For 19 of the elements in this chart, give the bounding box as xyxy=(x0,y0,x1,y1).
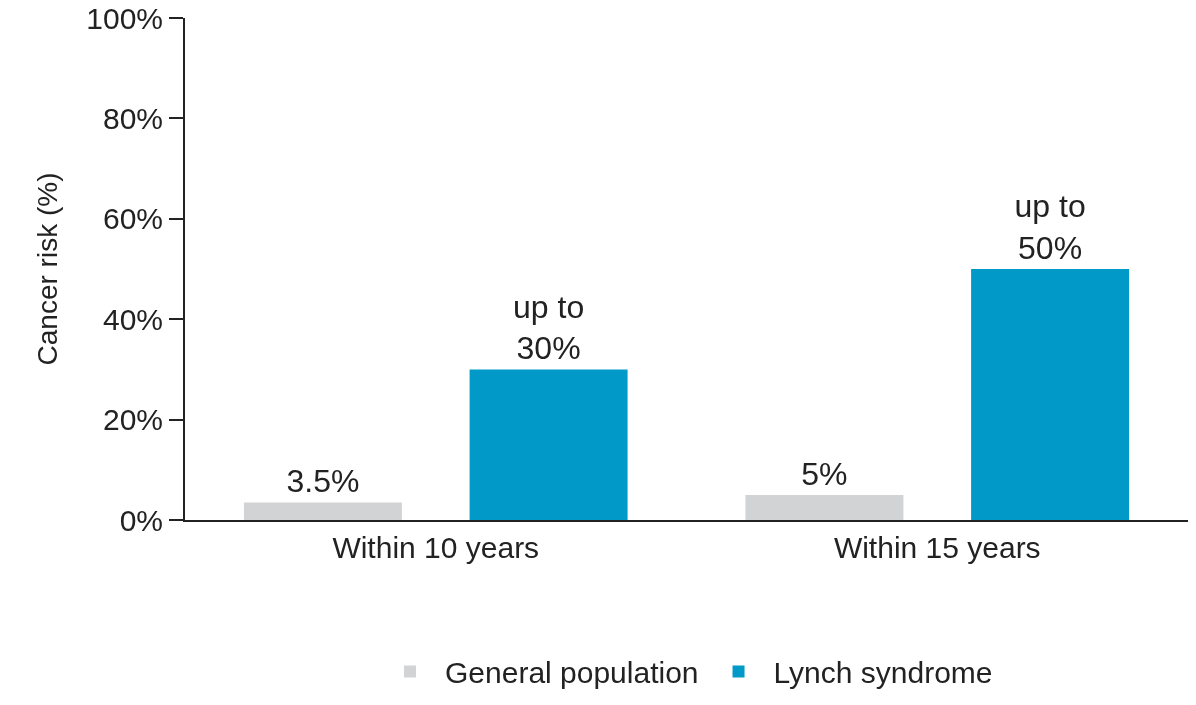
legend-label: General population xyxy=(445,656,699,690)
y-tick-label: 80% xyxy=(102,101,163,135)
y-tick-label: 40% xyxy=(102,302,163,336)
bar xyxy=(745,494,904,520)
bar xyxy=(469,369,628,520)
y-tick-label: 20% xyxy=(102,403,163,437)
bar xyxy=(243,502,402,520)
bar xyxy=(971,269,1130,520)
legend-label: Lynch syndrome xyxy=(773,656,993,690)
data-label: 5% xyxy=(801,455,848,492)
y-tick-label: 0% xyxy=(119,503,163,537)
x-tick-label: Within 15 years xyxy=(833,531,1041,564)
data-label: up to 50% xyxy=(1014,188,1086,266)
y-axis-title: Cancer risk (%) xyxy=(32,172,64,366)
data-label: up to 30% xyxy=(513,288,585,367)
x-tick-label: Within 10 years xyxy=(332,531,540,564)
y-tick-label: 60% xyxy=(102,202,163,236)
data-label: 3.5% xyxy=(286,463,360,500)
y-tick-label: 100% xyxy=(86,1,163,35)
